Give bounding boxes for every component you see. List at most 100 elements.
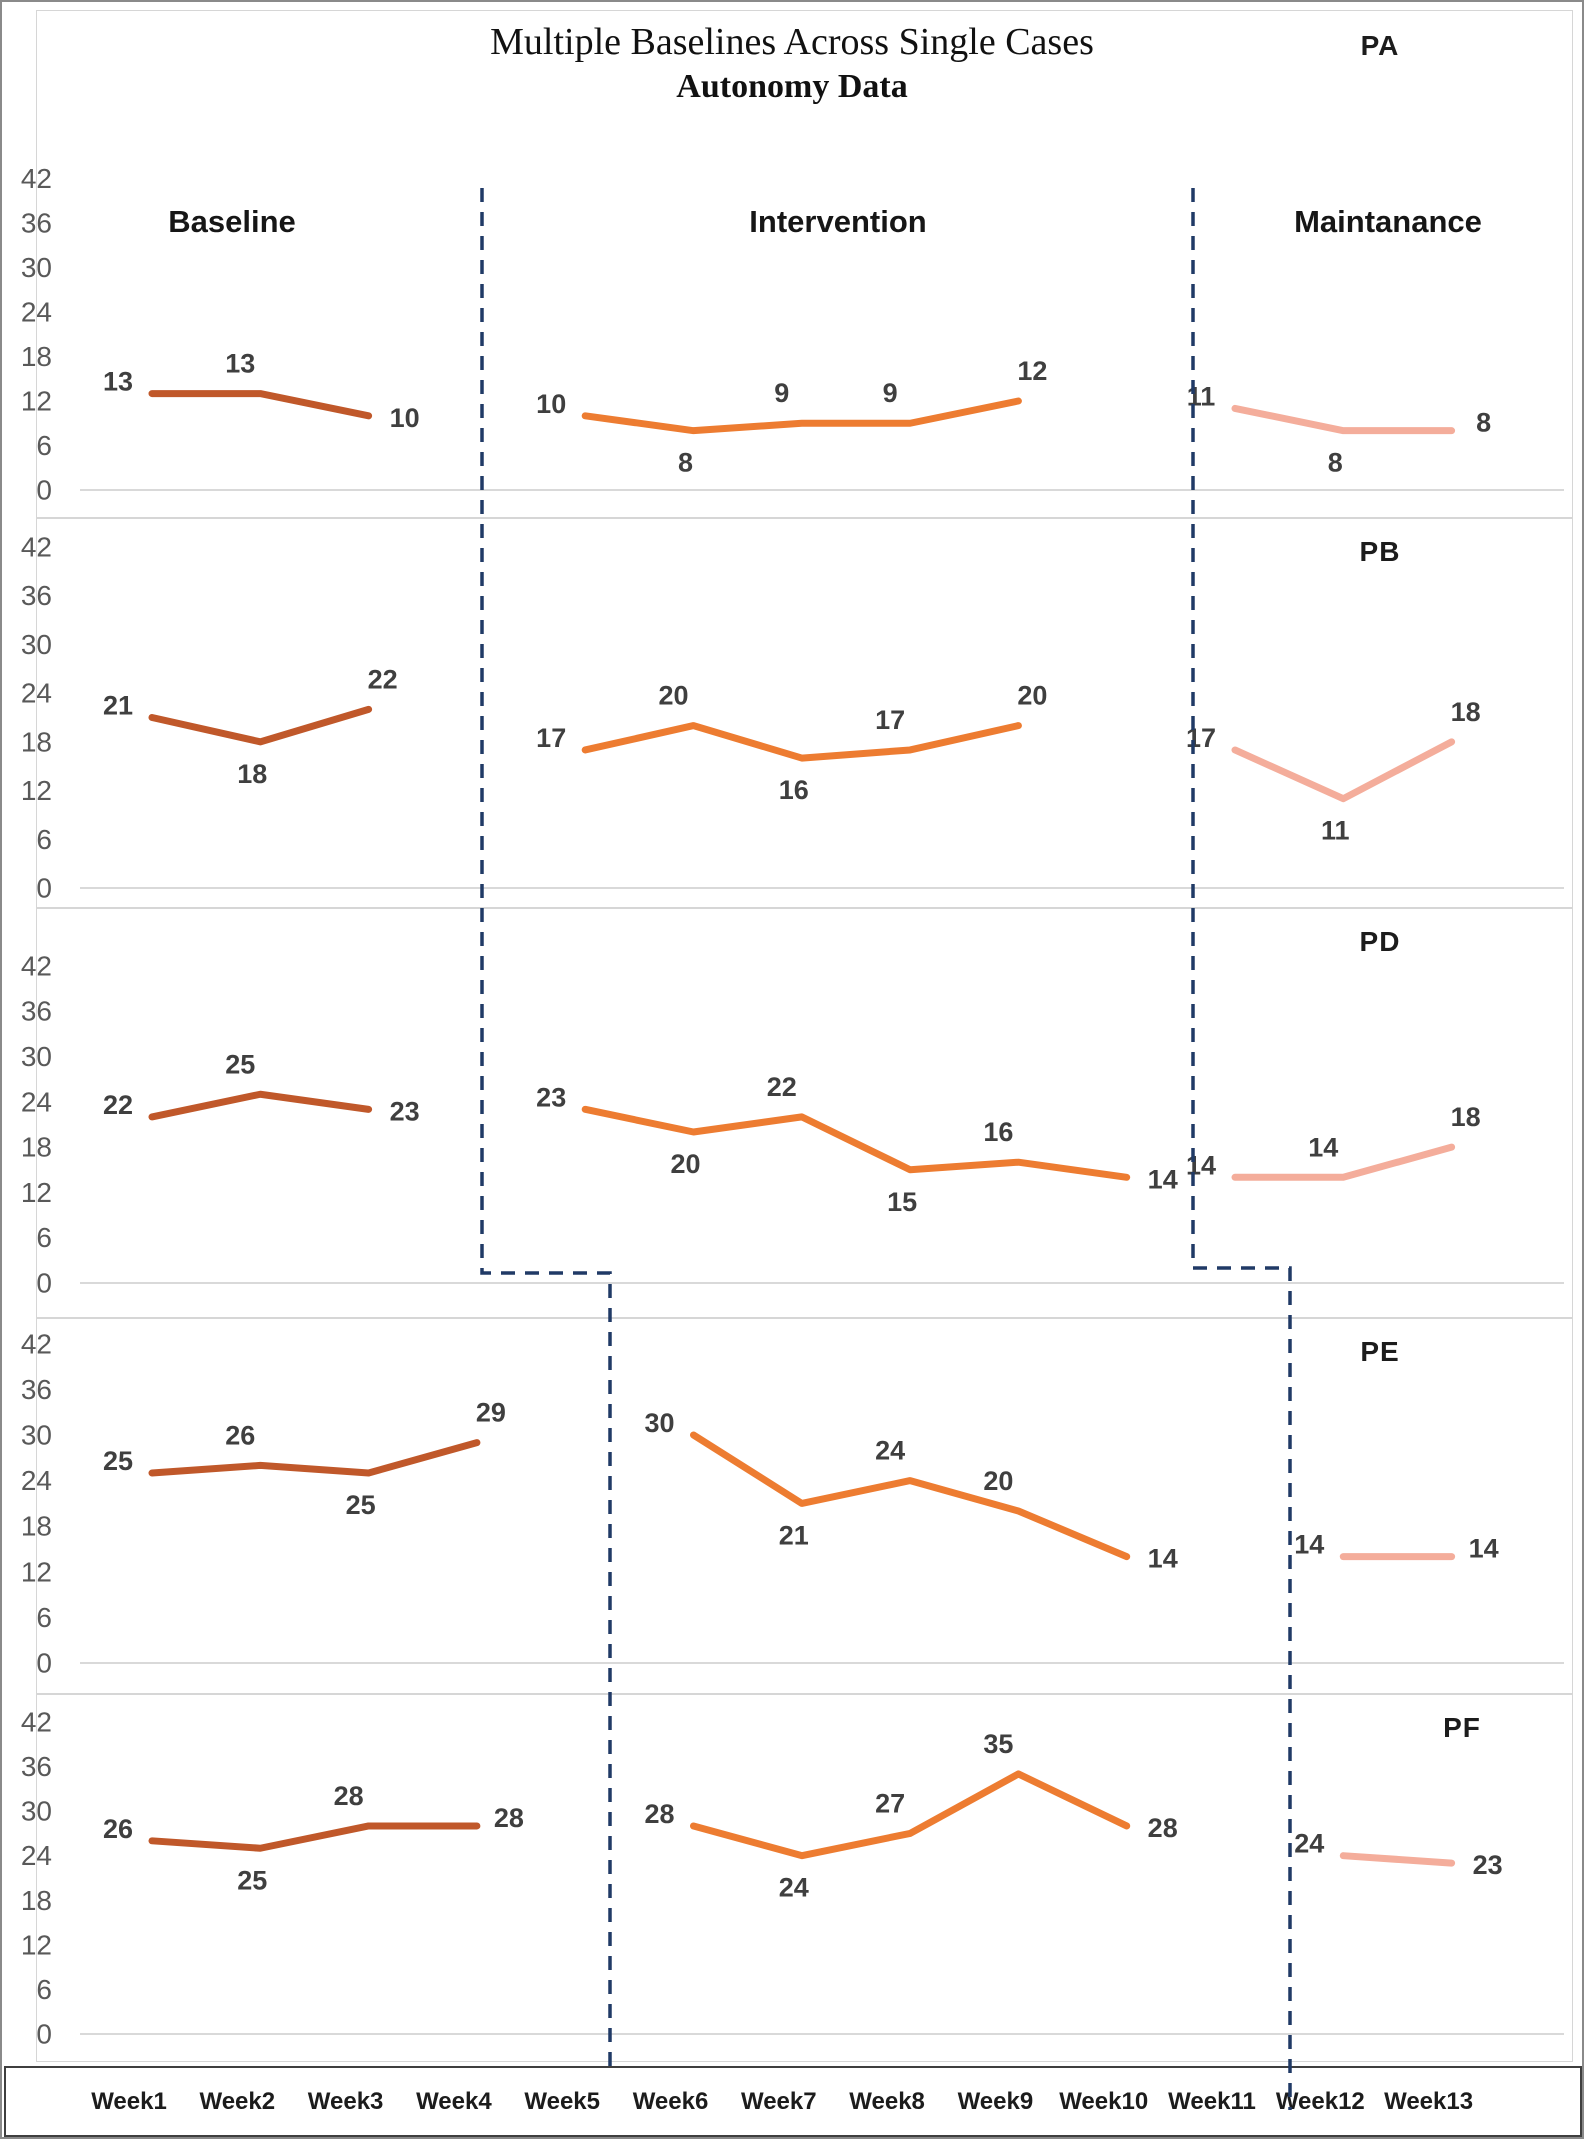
series-line-PE-baseline [148, 1439, 481, 1477]
panel-label-pb: PB [1359, 536, 1401, 567]
week-axis-label: Week4 [416, 2087, 492, 2115]
y-tick-label: 0 [36, 873, 52, 904]
y-tick-label: 6 [36, 1974, 52, 2005]
phase-label-maintanance: Maintanance [1294, 204, 1482, 239]
panel-pb [36, 518, 1573, 908]
week-axis-label: Week9 [957, 2087, 1034, 2115]
panel-pd [36, 908, 1573, 1318]
data-label: 14 [1186, 1150, 1216, 1180]
y-tick-label: 36 [21, 996, 52, 1027]
y-tick-label: 0 [36, 1268, 52, 1299]
week-axis-label: Week2 [199, 2087, 276, 2115]
data-label: 9 [774, 378, 789, 408]
divider-intervention-maintenance [1191, 188, 1292, 2110]
y-tick-label: 42 [21, 163, 52, 194]
data-label: 17 [536, 723, 566, 753]
y-tick-label: 6 [36, 1222, 52, 1253]
y-tick-label: 18 [21, 341, 52, 372]
y-tick-label: 6 [36, 430, 52, 461]
y-tick-label: 36 [21, 580, 52, 611]
panel-label-pd: PD [1359, 926, 1401, 957]
week-axis-label: Week3 [307, 2087, 384, 2115]
data-label: 24 [779, 1873, 809, 1903]
y-tick-label: 42 [21, 950, 52, 981]
data-label: 20 [670, 1149, 700, 1179]
panel-label-pe: PE [1360, 1336, 1400, 1367]
series-line-PB-intervention [581, 722, 1022, 762]
week-axis-label: Week7 [740, 2087, 817, 2115]
y-tick-label: 12 [21, 1929, 52, 1960]
y-tick-label: 24 [21, 678, 52, 709]
series-line-PE-intervention [690, 1431, 1131, 1561]
data-label: 26 [103, 1814, 133, 1844]
data-label: 24 [875, 1436, 905, 1466]
y-tick-label: 30 [21, 252, 52, 283]
y-tick-label: 18 [21, 726, 52, 757]
series-line-PF-intervention [690, 1770, 1131, 1860]
data-label: 8 [678, 448, 693, 478]
week-axis-label: Week1 [91, 2087, 167, 2115]
data-label: 28 [334, 1781, 364, 1811]
series-line-PB-maintanance [1231, 738, 1456, 803]
phase-label-baseline: Baseline [168, 204, 296, 239]
data-label: 10 [536, 389, 566, 419]
data-label: 23 [536, 1082, 566, 1112]
y-tick-label: 42 [21, 1328, 52, 1359]
series-line-PD-maintanance [1231, 1143, 1456, 1181]
data-label: 28 [1148, 1813, 1178, 1843]
series-line-PD-baseline [148, 1090, 373, 1121]
y-tick-label: 30 [21, 1041, 52, 1072]
week-axis-label: Week8 [849, 2087, 925, 2115]
chart-title: Multiple Baselines Across Single Cases A… [2, 20, 1582, 106]
chart-title-line2: Autonomy Data [676, 68, 908, 105]
series-line-PF-baseline [148, 1822, 481, 1852]
y-tick-label: 6 [36, 1602, 52, 1633]
data-label: 30 [644, 1408, 674, 1438]
data-label: 14 [1469, 1534, 1499, 1564]
data-label: 20 [658, 681, 688, 711]
week-axis-label: Week10 [1059, 2087, 1149, 2115]
y-tick-label: 30 [21, 629, 52, 660]
data-label: 11 [1321, 816, 1350, 846]
panel-pf [36, 1694, 1573, 2062]
panel-pe [36, 1318, 1573, 1694]
panel-label-pf: PF [1443, 1712, 1481, 1743]
data-label: 21 [103, 690, 133, 720]
data-label: 18 [237, 759, 267, 789]
data-label: 14 [1308, 1132, 1338, 1162]
phase-label-intervention: Intervention [749, 204, 927, 239]
data-label: 14 [1148, 1544, 1178, 1574]
data-label: 14 [1294, 1530, 1324, 1560]
series-line-PF-maintanance [1339, 1852, 1456, 1867]
y-tick-label: 12 [21, 1177, 52, 1208]
y-tick-label: 24 [21, 296, 52, 327]
data-label: 14 [1148, 1164, 1178, 1194]
data-label: 23 [1473, 1850, 1503, 1880]
data-label: 16 [983, 1117, 1013, 1147]
panel-pa [36, 10, 1573, 518]
data-label: 9 [883, 378, 898, 408]
data-label: 35 [983, 1729, 1013, 1759]
data-label: 10 [390, 403, 420, 433]
y-tick-label: 24 [21, 1840, 52, 1871]
week-axis-box: Week1 Week2 Week3 Week4 Week5 Week6 Week7 Week8… [4, 2066, 1582, 2137]
data-label: 15 [887, 1187, 917, 1217]
data-label: 25 [225, 1049, 255, 1079]
series-line-PA-maintanance [1231, 404, 1456, 435]
data-label: 22 [103, 1090, 133, 1120]
series-line-PA-baseline [148, 390, 373, 420]
data-label: 28 [494, 1803, 524, 1833]
data-label: 12 [1017, 356, 1047, 386]
data-label: 18 [1451, 697, 1481, 727]
data-label: 28 [644, 1799, 674, 1829]
y-tick-label: 12 [21, 775, 52, 806]
series-line-PD-intervention [581, 1105, 1131, 1181]
data-label: 25 [237, 1865, 267, 1895]
data-label: 23 [390, 1096, 420, 1126]
data-label: 17 [1186, 723, 1216, 753]
data-label: 8 [1476, 408, 1491, 438]
y-tick-label: 24 [21, 1086, 52, 1117]
y-tick-label: 6 [36, 824, 52, 855]
